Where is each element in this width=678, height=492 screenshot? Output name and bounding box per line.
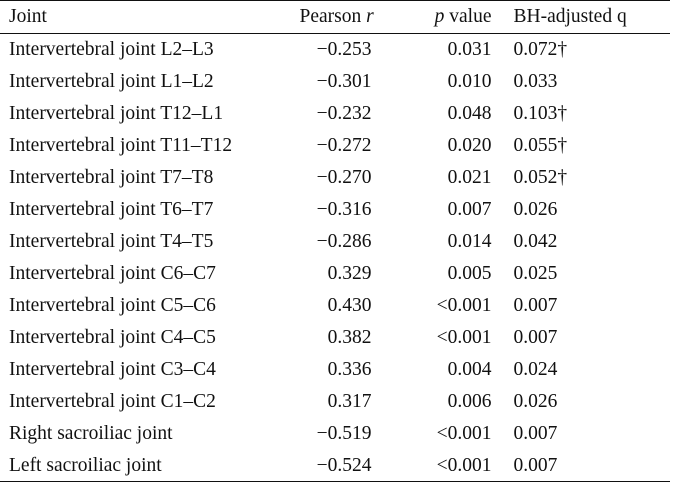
table-row: Intervertebral joint C4–C5 0.382 <0.001 0.0… bbox=[0, 322, 670, 354]
cell-p-value: 0.006 bbox=[447, 390, 492, 412]
cell-pearson-r: −0.232 bbox=[316, 102, 372, 124]
cell-p-value: <0.001 bbox=[436, 326, 492, 348]
table-row: Left sacroiliac joint −0.524 <0.001 0.007 bbox=[0, 450, 670, 482]
cell-pearson-r: −0.301 bbox=[316, 70, 372, 92]
cell-p-value: 0.020 bbox=[447, 134, 492, 156]
table-row: Intervertebral joint T6–T7 −0.316 0.007 0.0… bbox=[0, 194, 670, 226]
cell-pearson-r-wrap: 0.317 bbox=[300, 386, 402, 418]
cell-pearson-r-wrap: 0.430 bbox=[300, 290, 402, 322]
header-bh-adjusted-q: BH-adjusted q bbox=[491, 0, 670, 34]
table-header: Joint Pearson r p value BH-adjusted q bbox=[0, 0, 670, 34]
cell-pearson-r: −0.253 bbox=[316, 39, 372, 60]
cell-bh-adjusted-q: 0.103† bbox=[513, 102, 568, 124]
header-p-value: p value bbox=[401, 0, 492, 34]
header-pearson-prefix: Pearson bbox=[299, 6, 367, 28]
cell-p-value: 0.014 bbox=[447, 230, 492, 252]
cell-pearson-r: −0.519 bbox=[316, 422, 372, 444]
cell-joint: Left sacroiliac joint bbox=[9, 454, 162, 476]
cell-joint: Intervertebral joint T6–T7 bbox=[9, 198, 214, 220]
cell-pearson-r: 0.329 bbox=[327, 262, 372, 284]
cell-pearson-r-wrap: −0.286 bbox=[300, 226, 402, 258]
table-row: Intervertebral joint T11–T12 −0.272 0.020 0… bbox=[0, 130, 670, 162]
cell-pearson-r-wrap: −0.272 bbox=[300, 130, 402, 162]
header-pearson-r: Pearson r bbox=[299, 0, 402, 34]
cell-pearson-r-wrap: 0.382 bbox=[300, 322, 402, 354]
cell-joint: Right sacroiliac joint bbox=[9, 422, 173, 444]
cell-pearson-r-wrap: −0.270 bbox=[300, 162, 402, 194]
table-row: Intervertebral joint C3–C4 0.336 0.004 0.02… bbox=[0, 354, 670, 386]
cell-joint: Intervertebral joint C5–C6 bbox=[9, 294, 216, 316]
header-joint: Joint bbox=[0, 0, 300, 34]
cell-bh-adjusted-q: 0.026 bbox=[513, 198, 558, 220]
cell-pearson-r-wrap: −0.232 bbox=[300, 98, 402, 130]
cell-p-value: 0.010 bbox=[447, 70, 492, 92]
cell-pearson-r-wrap: 0.329 bbox=[300, 258, 402, 290]
cell-pearson-r-wrap: −0.301 bbox=[300, 66, 402, 98]
cell-pearson-r: −0.316 bbox=[316, 198, 372, 220]
cell-p-value: 0.005 bbox=[447, 262, 492, 284]
cell-pearson-r: −0.524 bbox=[316, 454, 372, 476]
cell-bh-adjusted-q: 0.007 bbox=[513, 422, 558, 444]
cell-pearson-r: 0.382 bbox=[327, 326, 372, 348]
cell-p-value: <0.001 bbox=[436, 454, 492, 476]
header-p-symbol: p bbox=[434, 6, 445, 28]
cell-p-value: 0.004 bbox=[447, 358, 492, 380]
cell-joint: Intervertebral joint C4–C5 bbox=[9, 326, 216, 348]
cell-pearson-r: 0.336 bbox=[327, 358, 372, 380]
table-row: Intervertebral joint L2–L3 −0.253 0.031 0.0… bbox=[0, 34, 670, 66]
cell-joint: Intervertebral joint C3–C4 bbox=[9, 358, 216, 380]
cell-joint: Intervertebral joint T12–L1 bbox=[9, 102, 224, 124]
table-row: Intervertebral joint C5–C6 0.430 <0.001 0.0… bbox=[0, 290, 670, 322]
table-body: Intervertebral joint L2–L3 −0.253 0.031 0.0… bbox=[0, 34, 670, 482]
cell-pearson-r-wrap: −0.524 bbox=[300, 450, 402, 482]
cell-joint: Intervertebral joint T4–T5 bbox=[9, 230, 214, 252]
cell-p-value: 0.031 bbox=[447, 39, 492, 60]
cell-pearson-r: −0.286 bbox=[316, 230, 372, 252]
cell-bh-adjusted-q: 0.033 bbox=[513, 70, 558, 92]
cell-bh-adjusted-q: 0.007 bbox=[513, 454, 558, 476]
cell-bh-adjusted-q: 0.026 bbox=[513, 390, 558, 412]
cell-pearson-r-wrap: −0.253 bbox=[300, 34, 402, 66]
cell-pearson-r-wrap: −0.519 bbox=[300, 418, 402, 450]
table-row: Intervertebral joint L1–L2 −0.301 0.010 0.0… bbox=[0, 66, 670, 98]
cell-pearson-r-wrap: −0.316 bbox=[300, 194, 402, 226]
cell-p-value: <0.001 bbox=[436, 294, 492, 316]
cell-bh-adjusted-q: 0.055† bbox=[513, 134, 568, 156]
cell-pearson-r: 0.430 bbox=[327, 294, 372, 316]
cell-pearson-r: 0.317 bbox=[327, 390, 372, 412]
cell-pearson-r: −0.270 bbox=[316, 166, 372, 188]
cell-joint: Intervertebral joint T7–T8 bbox=[9, 166, 214, 188]
cell-bh-adjusted-q: 0.024 bbox=[513, 358, 558, 380]
cell-bh-adjusted-q: 0.072† bbox=[513, 39, 568, 60]
correlation-table-container: Joint Pearson r p value BH-adjusted q In… bbox=[0, 0, 670, 482]
cell-joint: Intervertebral joint T11–T12 bbox=[9, 134, 233, 156]
cell-pearson-r: −0.272 bbox=[316, 134, 372, 156]
table-bottom-rule bbox=[0, 481, 670, 482]
table-row: Right sacroiliac joint −0.519 <0.001 0.007 bbox=[0, 418, 670, 450]
cell-bh-adjusted-q: 0.007 bbox=[513, 294, 558, 316]
header-row: Joint Pearson r p value BH-adjusted q bbox=[0, 0, 670, 34]
cell-joint: Intervertebral joint L2–L3 bbox=[9, 39, 214, 60]
cell-p-value: 0.048 bbox=[447, 102, 492, 124]
table-row: Intervertebral joint T12–L1 −0.232 0.048 0.… bbox=[0, 98, 670, 130]
header-p-suffix: value bbox=[444, 6, 492, 28]
cell-p-value: 0.021 bbox=[447, 166, 492, 188]
cell-joint: Intervertebral joint C6–C7 bbox=[9, 262, 216, 284]
cell-p-value: 0.007 bbox=[447, 198, 492, 220]
cell-bh-adjusted-q: 0.052† bbox=[513, 166, 568, 188]
table-row: Intervertebral joint C1–C2 0.317 0.006 0.02… bbox=[0, 386, 670, 418]
header-pearson-symbol: r bbox=[366, 6, 374, 28]
cell-joint: Intervertebral joint L1–L2 bbox=[9, 70, 214, 92]
table-row: Intervertebral joint T4–T5 −0.286 0.014 0.0… bbox=[0, 226, 670, 258]
cell-bh-adjusted-q: 0.025 bbox=[513, 262, 558, 284]
cell-bh-adjusted-q: 0.042 bbox=[513, 230, 558, 252]
correlation-table: Joint Pearson r p value BH-adjusted q In… bbox=[0, 0, 670, 482]
cell-bh-adjusted-q: 0.007 bbox=[513, 326, 558, 348]
table-row: Intervertebral joint T7–T8 −0.270 0.021 0.0… bbox=[0, 162, 670, 194]
cell-p-value: <0.001 bbox=[436, 422, 492, 444]
cell-joint: Intervertebral joint C1–C2 bbox=[9, 390, 216, 412]
table-row: Intervertebral joint C6–C7 0.329 0.005 0.02… bbox=[0, 258, 670, 290]
cell-pearson-r-wrap: 0.336 bbox=[300, 354, 402, 386]
